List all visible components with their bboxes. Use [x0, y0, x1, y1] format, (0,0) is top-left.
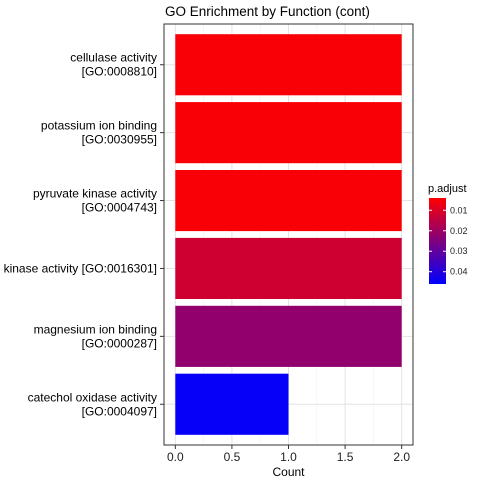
x-tick-label: 0.0: [167, 450, 184, 464]
bar-3: [175, 237, 402, 300]
category-label: [GO:0004097]: [82, 404, 157, 418]
category-label: cellulase activity: [70, 51, 157, 65]
bar-0: [175, 34, 402, 96]
bar-4: [175, 305, 402, 367]
bar-1: [175, 102, 402, 164]
category-label: magnesium ion binding: [34, 322, 157, 336]
x-tick-label: 1.5: [337, 450, 354, 464]
category-label: pyruvate kinase activity: [33, 187, 157, 201]
legend-tick-label: 0.01: [450, 205, 468, 215]
x-tick-label: 1.0: [280, 450, 297, 464]
x-tick-label: 0.5: [224, 450, 241, 464]
x-axis-title: Count: [272, 465, 305, 479]
legend: p.adjust 0.01 0.02 0.03 0.04: [428, 183, 468, 284]
legend-title: p.adjust: [428, 183, 467, 195]
category-label: [GO:0004743]: [82, 201, 157, 215]
legend-colorbar: [429, 198, 446, 284]
bar-2: [175, 169, 402, 232]
legend-tick-label: 0.04: [450, 267, 468, 277]
category-label: kinase activity [GO:0016301]: [4, 261, 157, 275]
category-label: [GO:0000287]: [82, 336, 157, 350]
category-label: [GO:0008810]: [82, 65, 157, 79]
category-label: catechol oxidase activity: [28, 390, 157, 404]
category-label: potassium ion binding: [41, 119, 157, 133]
legend-tick-label: 0.03: [450, 246, 468, 256]
legend-tick-label: 0.02: [450, 226, 468, 236]
category-label: [GO:0030955]: [82, 133, 157, 147]
plot-area: cellulase activity[GO:0008810] potassium …: [4, 23, 414, 479]
x-tick-label: 2.0: [393, 450, 410, 464]
chart-title: GO Enrichment by Function (cont): [165, 4, 370, 19]
bar-5: [175, 373, 289, 435]
